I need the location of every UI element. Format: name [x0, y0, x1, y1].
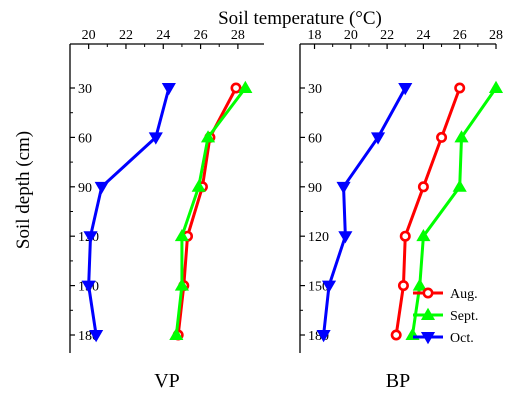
series-line [394, 87, 462, 336]
data-point [230, 82, 242, 94]
y-axis-title: Soil depth (cm) [13, 131, 34, 249]
data-point [398, 83, 413, 96]
legend-entry-aug: Aug. [413, 287, 478, 302]
data-point [89, 330, 104, 343]
x-tick-label: 18 [308, 28, 322, 43]
series-line [322, 87, 407, 336]
data-point [452, 179, 467, 192]
data-point [174, 229, 189, 242]
series-sept-vp [169, 80, 253, 340]
data-point [336, 181, 351, 194]
legend-swatch-marker [420, 307, 436, 320]
series-line [174, 87, 247, 336]
data-point [338, 231, 353, 244]
panel-label: BP [386, 370, 410, 392]
legend-swatch-marker [422, 287, 434, 299]
series-oct-vp [81, 83, 176, 343]
series-line [176, 87, 238, 336]
data-point [169, 327, 184, 340]
data-point [191, 179, 206, 192]
panels: 2022242628306090120150180VP1820222426283… [69, 28, 504, 392]
x-tick-label: 28 [489, 28, 503, 43]
data-point [454, 82, 466, 94]
legend-label: Oct. [450, 331, 474, 346]
series-aug-bp [390, 82, 466, 341]
x-tick-label: 22 [380, 28, 394, 43]
data-point [454, 130, 469, 143]
y-tick-label: 120 [308, 230, 329, 245]
data-point [174, 278, 189, 291]
y-tick-label: 30 [308, 82, 322, 97]
x-tick-label: 20 [344, 28, 358, 43]
legend-label: Aug. [450, 287, 478, 302]
legend-swatch-marker [420, 332, 436, 345]
y-tick-label: 90 [308, 181, 322, 196]
data-point [321, 280, 337, 293]
data-point [316, 330, 331, 343]
legend: Aug. Sept. Oct. [413, 287, 478, 346]
legend-label: Sept. [450, 309, 478, 324]
y-tick-label: 30 [78, 82, 92, 97]
data-point [390, 329, 402, 341]
data-point [488, 80, 504, 93]
data-point [436, 131, 448, 143]
data-point [200, 130, 216, 143]
y-tick-label: 60 [308, 131, 322, 146]
data-point [238, 80, 253, 93]
x-tick-label: 28 [231, 28, 245, 43]
series-line [87, 87, 171, 336]
x-tick-label: 26 [194, 28, 208, 43]
data-point [94, 181, 109, 194]
data-point [81, 280, 96, 293]
data-point [399, 230, 411, 242]
legend-entry-oct: Oct. [413, 331, 474, 346]
data-point [148, 132, 163, 145]
x-tick-label: 24 [416, 28, 430, 43]
series-oct-bp [316, 83, 413, 343]
data-point [161, 83, 176, 96]
x-tick-label: 24 [156, 28, 170, 43]
data-point [397, 280, 409, 292]
data-point [416, 229, 431, 242]
y-tick-label: 90 [78, 181, 92, 196]
data-point [412, 278, 427, 291]
x-axis-title: Soil temperature (°C) [218, 8, 382, 29]
x-tick-label: 26 [453, 28, 467, 43]
x-tick-label: 20 [82, 28, 96, 43]
data-point [83, 231, 98, 244]
data-point [417, 181, 429, 193]
data-point [370, 132, 386, 145]
series-aug-vp [172, 82, 242, 341]
y-tick-label: 60 [78, 131, 92, 146]
x-tick-label: 22 [119, 28, 133, 43]
legend-entry-sept: Sept. [413, 307, 478, 324]
panel-vp: 2022242628306090120150180VP [69, 28, 264, 392]
panel-label: VP [154, 370, 180, 392]
